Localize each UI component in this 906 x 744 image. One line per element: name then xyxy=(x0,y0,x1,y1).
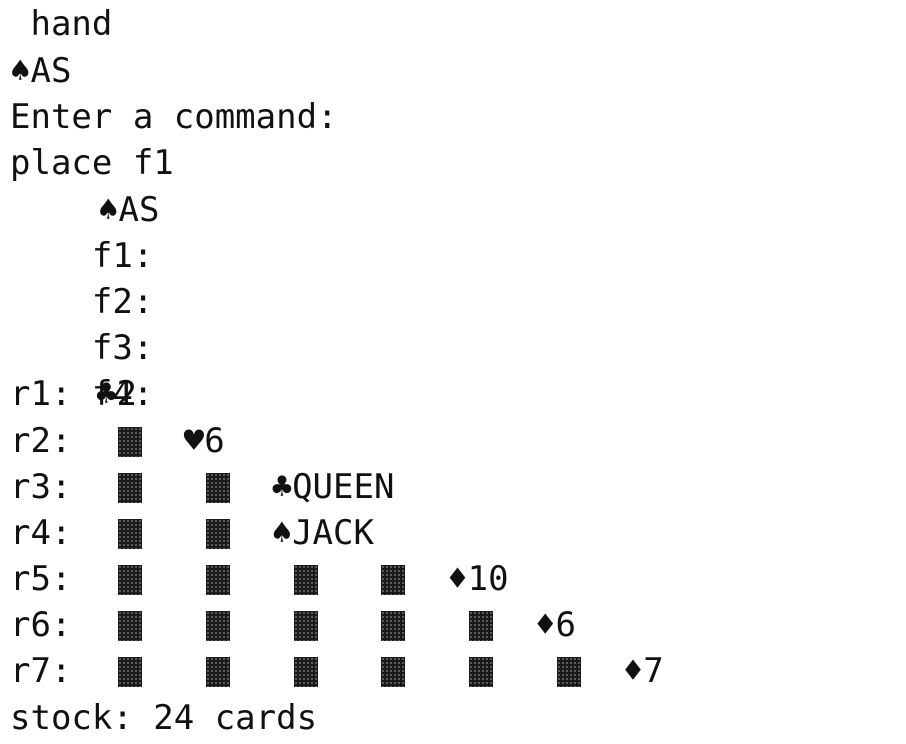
row-label: r2: xyxy=(10,420,72,461)
facedown-card xyxy=(118,518,142,549)
facedown-card xyxy=(557,657,581,688)
command-prompt: Enter a command: xyxy=(10,97,338,138)
tableau-row-1: r1: ♣2 xyxy=(10,371,900,417)
tableau-row-5: r5: ♦10 xyxy=(10,556,900,602)
facedown-card xyxy=(205,565,230,596)
foundation-label: f4: xyxy=(91,374,154,415)
facedown-card xyxy=(469,657,494,688)
stock-count: stock: 24 cards xyxy=(10,697,318,738)
facedown-card xyxy=(118,565,142,596)
facedown-card xyxy=(293,565,318,596)
faceup-card: ♠JACK xyxy=(271,512,374,553)
foundation-label: f3: xyxy=(91,328,154,369)
faceup-card: ♣2 xyxy=(96,374,137,415)
facedown-card xyxy=(118,426,142,457)
foundation-f3: f3: xyxy=(10,279,900,368)
row-label: r3: xyxy=(10,466,72,507)
foundation-label: f1: xyxy=(91,235,154,276)
facedown-card xyxy=(118,611,142,642)
facedown-card xyxy=(205,518,230,549)
faceup-card: ♦7 xyxy=(622,651,664,692)
tableau-row-4: r4: ♠JACK xyxy=(10,510,900,556)
row-label: r1: xyxy=(10,374,72,415)
row-label: r4: xyxy=(10,512,72,553)
foundation-f4: f4: xyxy=(10,325,900,414)
facedown-card xyxy=(381,611,406,642)
faceup-card: ♣QUEEN xyxy=(271,466,395,507)
facedown-card xyxy=(469,611,494,642)
tableau-row-2: r2: ♥6 xyxy=(10,418,900,464)
tableau-row-7: r7: ♦7 xyxy=(10,648,900,694)
terminal-output: hand ♠AS Enter a command: place f1 f1: ♠… xyxy=(10,0,900,741)
row-label: r7: xyxy=(10,651,72,692)
facedown-card xyxy=(205,657,230,688)
facedown-card xyxy=(205,611,230,642)
foundation-f1: f1: ♠AS xyxy=(10,187,900,276)
facedown-card xyxy=(293,611,318,642)
tableau-row-6: r6: ♦6 xyxy=(10,602,900,648)
foundation-f2: f2: xyxy=(10,233,900,322)
faceup-card: ♥6 xyxy=(183,420,225,461)
facedown-card xyxy=(205,472,230,503)
tableau: r1: ♣2 r2: ♥6 r3: ♣QUEEN r4: ♠JACK r5: ♦10 r6: ♦6 r7… xyxy=(10,371,900,694)
facedown-card xyxy=(118,472,142,503)
faceup-card: ♦6 xyxy=(535,605,576,646)
foundation-card: ♠AS xyxy=(98,189,160,230)
hand-header-line: hand xyxy=(10,4,113,44)
faceup-card: ♦10 xyxy=(447,559,509,600)
entered-command[interactable]: place f1 xyxy=(10,143,174,184)
foundation-label: f2: xyxy=(91,281,154,322)
row-label: r5: xyxy=(10,559,72,600)
hand-card-line: ♠AS xyxy=(10,51,72,91)
facedown-card xyxy=(381,565,406,596)
facedown-card xyxy=(381,657,406,688)
facedown-card xyxy=(293,657,318,688)
row-label: r6: xyxy=(10,605,72,646)
facedown-card xyxy=(118,657,142,688)
tableau-row-3: r3: ♣QUEEN xyxy=(10,464,900,510)
